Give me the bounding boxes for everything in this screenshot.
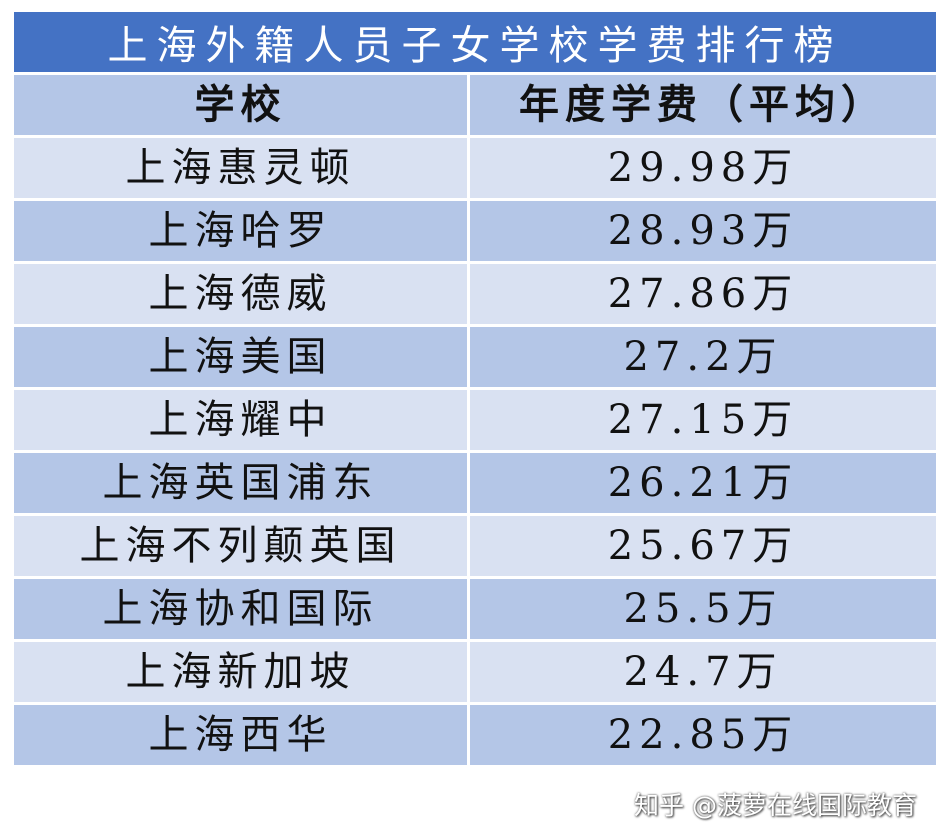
table-row: 上海协和国际 25.5万	[14, 579, 936, 639]
annual-fee: 24.7万	[470, 642, 936, 702]
table-row: 上海不列颠英国 25.67万	[14, 516, 936, 576]
table-row: 上海英国浦东 26.21万	[14, 453, 936, 513]
annual-fee: 27.15万	[470, 390, 936, 450]
table-row: 上海美国 27.2万	[14, 327, 936, 387]
school-name: 上海英国浦东	[14, 453, 467, 513]
school-name: 上海协和国际	[14, 579, 467, 639]
school-name: 上海德威	[14, 264, 467, 324]
annual-fee: 27.86万	[470, 264, 936, 324]
school-name: 上海新加坡	[14, 642, 467, 702]
table-row: 上海德威 27.86万	[14, 264, 936, 324]
header-row: 学校 年度学费（平均）	[14, 75, 936, 135]
fee-ranking-table: 上海外籍人员子女学校学费排行榜 学校 年度学费（平均） 上海惠灵顿 29.98万上…	[14, 12, 936, 768]
school-name: 上海西华	[14, 705, 467, 765]
annual-fee: 27.2万	[470, 327, 936, 387]
table-title: 上海外籍人员子女学校学费排行榜	[14, 12, 936, 72]
header-fee: 年度学费（平均）	[470, 75, 936, 135]
table-row: 上海新加坡 24.7万	[14, 642, 936, 702]
school-name: 上海哈罗	[14, 201, 467, 261]
table-row: 上海惠灵顿 29.98万	[14, 138, 936, 198]
school-name: 上海不列颠英国	[14, 516, 467, 576]
table-row: 上海哈罗 28.93万	[14, 201, 936, 261]
zhihu-watermark: 知乎 @菠萝在线国际教育	[634, 791, 917, 820]
annual-fee: 26.21万	[470, 453, 936, 513]
header-school: 学校	[14, 75, 467, 135]
school-name: 上海美国	[14, 327, 467, 387]
school-name: 上海耀中	[14, 390, 467, 450]
annual-fee: 25.5万	[470, 579, 936, 639]
annual-fee: 25.67万	[470, 516, 936, 576]
table-row: 上海耀中 27.15万	[14, 390, 936, 450]
annual-fee: 28.93万	[470, 201, 936, 261]
annual-fee: 29.98万	[470, 138, 936, 198]
table-row: 上海西华 22.85万	[14, 705, 936, 765]
annual-fee: 22.85万	[470, 705, 936, 765]
school-name: 上海惠灵顿	[14, 138, 467, 198]
